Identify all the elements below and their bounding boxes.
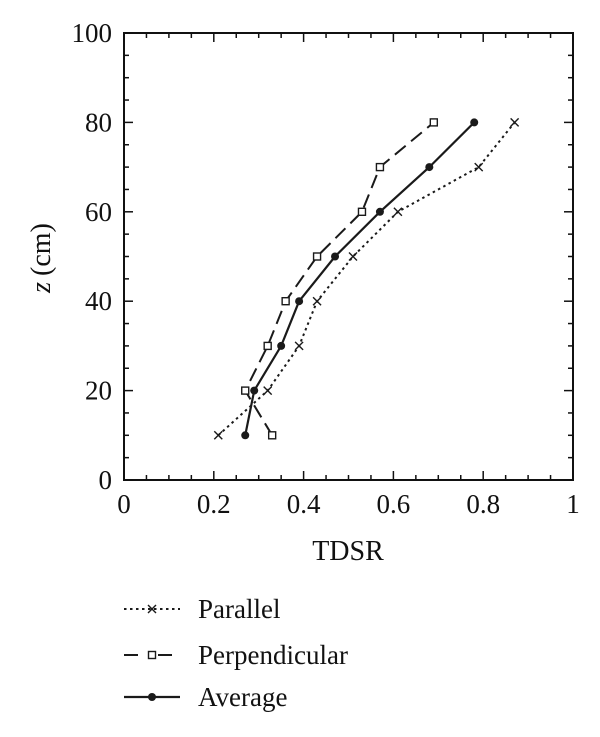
x-marker (294, 341, 304, 351)
legend: Parallel Perpendicular Average (124, 594, 348, 712)
x-marker (147, 604, 157, 614)
x-marker-stroke (393, 207, 403, 217)
x-tick-label: 1 (566, 489, 580, 519)
square-marker (375, 162, 385, 172)
x-marker (213, 430, 223, 440)
y-tick-label: 100 (72, 18, 113, 48)
series-perpendicular (241, 118, 439, 440)
legend-label: Perpendicular (198, 640, 348, 670)
square-marker (267, 431, 277, 440)
square-marker (281, 297, 290, 306)
x-tick-label: 0.2 (197, 489, 231, 519)
y-tick-label: 0 (99, 465, 113, 495)
x-marker-stroke (312, 296, 322, 306)
square-marker (241, 386, 250, 395)
x-marker-stroke (510, 117, 520, 127)
x-marker-stroke (294, 341, 304, 351)
x-marker-stroke (213, 430, 223, 440)
x-axis-title: TDSR (312, 536, 384, 567)
x-marker (312, 296, 322, 306)
y-tick-label: 20 (85, 376, 112, 406)
dot-marker (241, 431, 250, 440)
y-tick-label: 80 (85, 107, 112, 137)
x-marker-stroke (474, 162, 484, 172)
x-tick-label: 0.6 (377, 489, 411, 519)
y-axis-variable: z (26, 282, 57, 294)
dot-marker (331, 252, 340, 261)
series-line (244, 121, 475, 436)
dot-marker (425, 163, 434, 172)
x-marker-stroke (147, 604, 157, 614)
plot-frame (123, 32, 574, 481)
square-marker (429, 118, 439, 127)
legend-label: Average (198, 682, 287, 712)
x-marker (263, 386, 273, 396)
legend-item-average: Average (124, 682, 287, 712)
x-tick-label: 0 (117, 489, 131, 519)
y-axis-title: z (cm) (26, 223, 57, 294)
y-axis-unit: (cm) (26, 223, 57, 276)
x-marker (393, 207, 403, 217)
dot-marker (470, 118, 479, 127)
x-marker (510, 117, 520, 127)
x-marker-stroke (348, 252, 358, 261)
legend-item-parallel: Parallel (124, 594, 280, 624)
dot-marker (148, 693, 156, 701)
square-marker (263, 341, 272, 351)
series-parallel (213, 117, 520, 440)
series-average (241, 118, 479, 440)
plot-area: 0 0.2 0.4 0.6 0.8 1 0 20 40 60 80 100 (72, 18, 580, 519)
dot-marker (277, 341, 286, 350)
x-marker (348, 252, 358, 261)
legend-item-perpendicular: Perpendicular (124, 640, 348, 670)
series-line (244, 121, 435, 436)
square-marker (312, 252, 322, 261)
legend-label: Parallel (198, 594, 280, 624)
dot-marker (375, 207, 384, 216)
y-tick-label: 40 (85, 286, 112, 316)
y-tick-label: 60 (85, 197, 112, 227)
series-line (217, 121, 516, 437)
x-marker (474, 162, 484, 172)
dot-marker (250, 386, 259, 395)
square-marker (357, 207, 367, 217)
square-marker (147, 650, 157, 660)
x-tick-label: 0.8 (466, 489, 500, 519)
dot-marker (295, 297, 304, 306)
x-marker-stroke (263, 386, 273, 396)
x-tick-label: 0.4 (287, 489, 321, 519)
